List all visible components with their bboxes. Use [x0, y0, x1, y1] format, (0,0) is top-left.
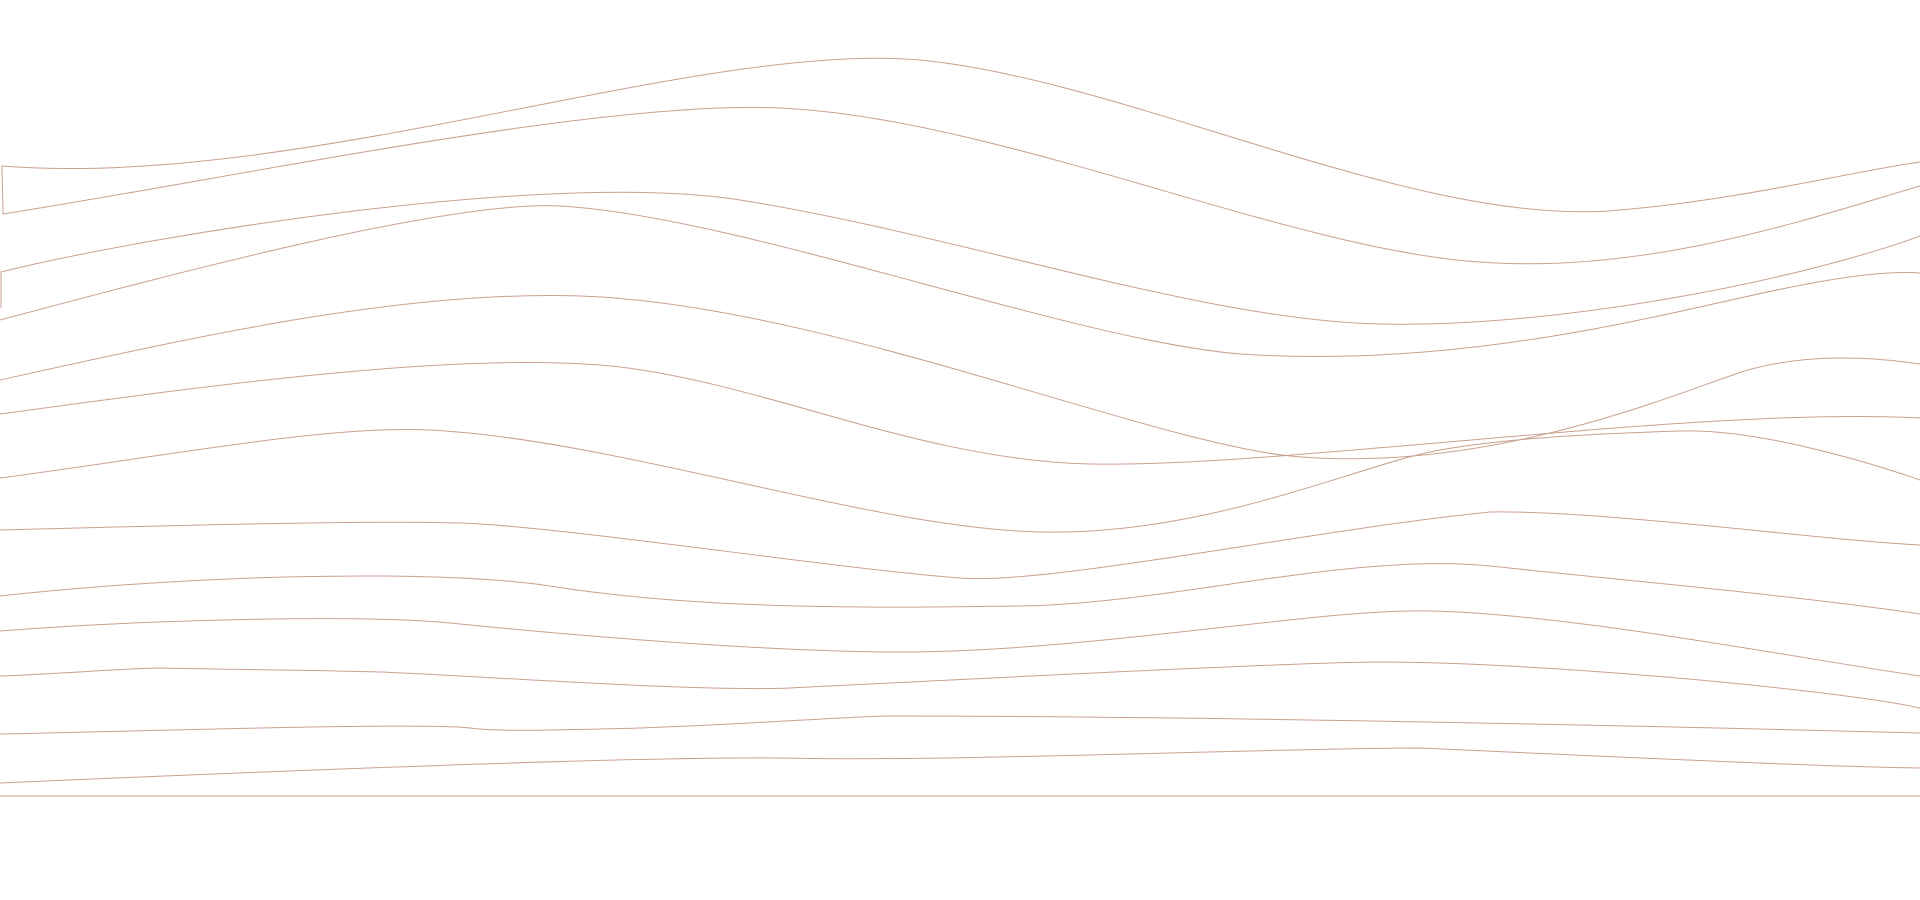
- contour-line: [0, 715, 1920, 735]
- contour-line: [0, 428, 1920, 533]
- contour-lines-group: [0, 57, 1920, 797]
- contour-line: [0, 661, 1920, 709]
- contour-line: [0, 747, 1920, 784]
- contour-line: [0, 610, 1920, 677]
- contour-line: [1, 57, 1920, 213]
- contour-line: [0, 205, 1920, 358]
- contour-line: [0, 295, 1920, 460]
- contour-line: [0, 191, 1920, 325]
- contour-line: [0, 511, 1920, 580]
- contour-line: [0, 361, 1920, 465]
- contour-line: [1, 165, 4, 215]
- contour-line: [0, 563, 1920, 615]
- contour-line: [2, 106, 1920, 265]
